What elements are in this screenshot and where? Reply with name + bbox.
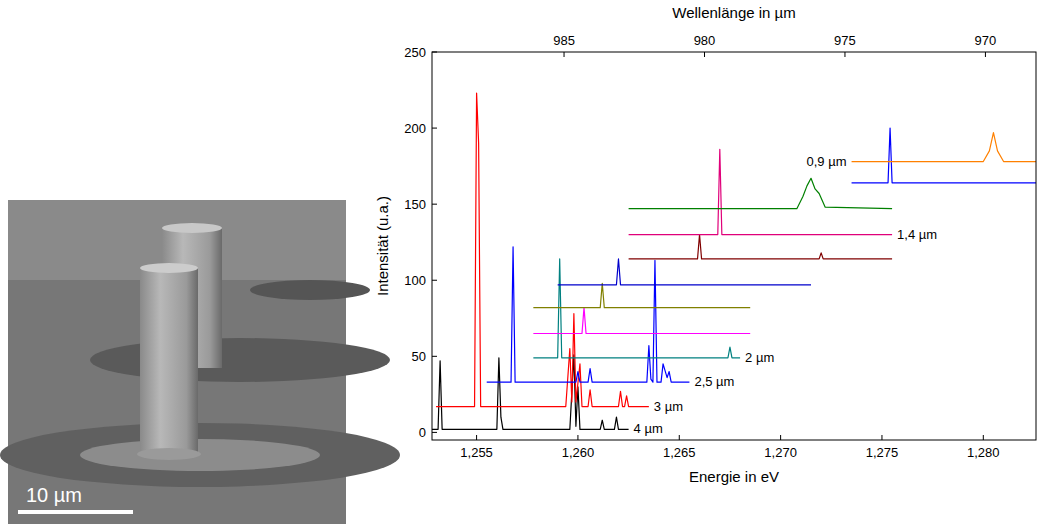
y-tick	[432, 356, 437, 357]
x-tick	[983, 435, 984, 440]
x2-tick-label: 980	[694, 33, 716, 48]
series-label: 3 µm	[654, 399, 683, 414]
sem-pillar-top	[140, 263, 198, 273]
series-group	[432, 93, 1036, 429]
series-label: 2,5 µm	[694, 374, 734, 389]
scale-bar-label: 10 µm	[26, 484, 82, 506]
x-tick-label: 1,260	[562, 445, 595, 460]
x2-tick	[564, 52, 565, 57]
x2-axis-title: Wellenlänge in µm	[672, 4, 795, 21]
sem-disc	[90, 338, 390, 382]
x-axis-title: Energie in eV	[689, 468, 779, 485]
spectrum-line	[852, 133, 1036, 162]
y-tick-label: 50	[412, 349, 426, 364]
spectrum-line	[629, 149, 892, 234]
x2-tick-label: 975	[834, 33, 856, 48]
spectrum-line	[629, 235, 892, 259]
y-tick	[432, 128, 437, 129]
spectrum-line	[852, 128, 1036, 183]
x-tick	[679, 435, 680, 440]
x-tick-label: 1,270	[764, 445, 797, 460]
sem-disc	[80, 439, 320, 471]
spectrum-line	[533, 259, 740, 358]
y-axis-title: Intensität (u.a.)	[374, 196, 391, 296]
series-label: 0,9 µm	[807, 154, 847, 169]
x-tick-label: 1,255	[460, 445, 493, 460]
x-tick	[881, 435, 882, 440]
figure: 10 µm 0 50 100 150 200 250 1,255 1,260 1,265 1,270…	[0, 0, 1046, 527]
y-tick-label: 0	[419, 425, 426, 440]
spectrum-line	[533, 283, 750, 307]
scale-bar	[18, 510, 133, 514]
x-tick-label: 1,265	[663, 445, 696, 460]
y-tick	[432, 204, 437, 205]
x2-tick	[704, 52, 705, 57]
spectrum-line	[533, 308, 750, 334]
y-tick	[432, 52, 437, 53]
sem-disc	[250, 280, 370, 300]
sem-pillar-base	[137, 448, 201, 460]
x2-tick-label: 970	[975, 33, 997, 48]
sem-disc	[0, 423, 400, 487]
y-tick-label: 150	[404, 197, 426, 212]
x2-tick-label: 985	[553, 33, 575, 48]
series-label: 2 µm	[745, 350, 774, 365]
y-tick-label: 200	[404, 121, 426, 136]
y-tick-label: 100	[404, 273, 426, 288]
spectrum-line	[436, 93, 649, 406]
plot-frame	[432, 52, 1036, 440]
spectrum-line	[487, 247, 690, 382]
sem-pillar-top	[162, 223, 222, 233]
x-tick	[476, 435, 477, 440]
spectrum-line	[558, 259, 811, 285]
x-tick-label: 1,280	[967, 445, 1000, 460]
chart: 0 50 100 150 200 250 1,255 1,260 1,265 1,270 1,275…	[374, 4, 1036, 485]
x-tick	[577, 435, 578, 440]
series-label: 4 µm	[634, 421, 663, 436]
y-tick	[432, 280, 437, 281]
y-tick	[432, 432, 437, 433]
series-label: 1,4 µm	[897, 227, 937, 242]
spectrum-line	[432, 355, 629, 430]
x-tick-label: 1,275	[866, 445, 899, 460]
x2-tick	[844, 52, 845, 57]
sem-image: 10 µm	[0, 200, 400, 524]
x2-tick	[985, 52, 986, 57]
y-tick-label: 250	[404, 45, 426, 60]
sem-pillar	[140, 268, 198, 454]
x-tick	[780, 435, 781, 440]
